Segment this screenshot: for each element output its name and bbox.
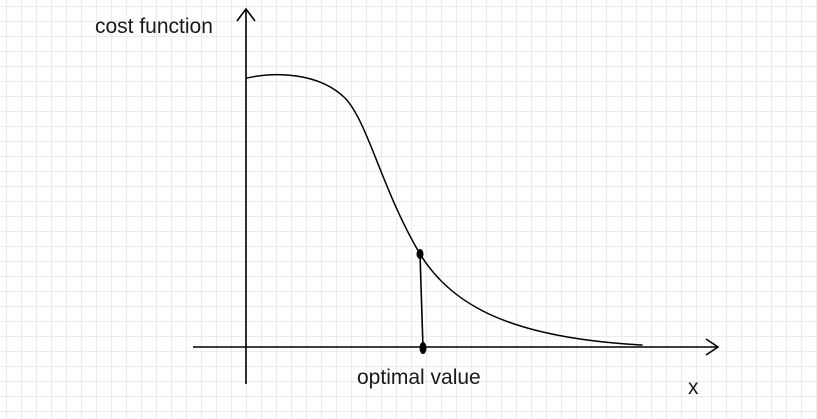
y-axis-label: cost function xyxy=(95,15,213,38)
optimal-value-label: optimal value xyxy=(357,366,481,389)
curve-marker-point xyxy=(416,249,424,259)
x-axis-label: x xyxy=(688,376,699,399)
cost-curve xyxy=(246,74,643,346)
optimal-value-marker-line xyxy=(419,253,424,349)
axis-marker-point xyxy=(419,342,427,354)
x-axis-arrowhead xyxy=(705,338,720,356)
y-axis-arrowhead xyxy=(236,7,256,22)
